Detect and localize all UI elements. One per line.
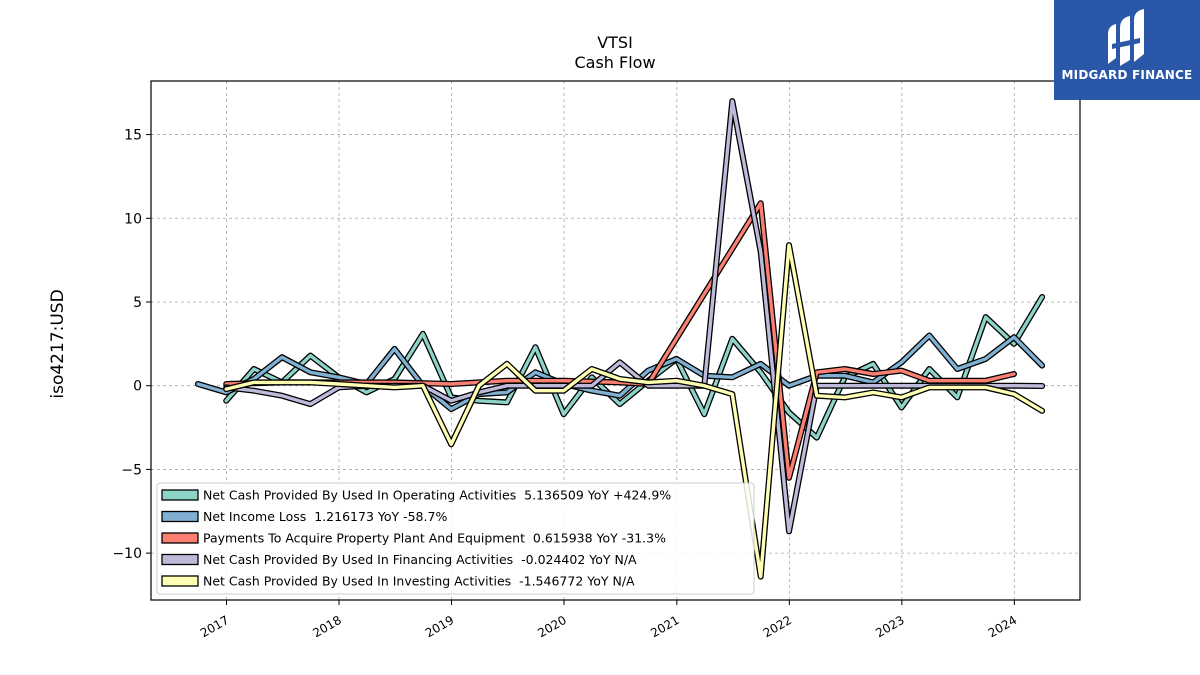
legend-swatch <box>161 532 199 544</box>
legend: Net Cash Provided By Used In Operating A… <box>156 482 755 595</box>
chart-subtitle: Cash Flow <box>574 53 655 72</box>
y-tick-label: −5 <box>121 462 142 478</box>
legend-label: Net Cash Provided By Used In Investing A… <box>203 574 635 589</box>
series-line <box>224 295 1044 440</box>
x-tick-label: 2022 <box>761 613 794 640</box>
series-line <box>224 243 1044 579</box>
x-tick-label: 2024 <box>986 613 1019 640</box>
series-line <box>224 201 1016 480</box>
x-tick-label: 2023 <box>873 613 906 640</box>
chart-title: VTSI <box>597 33 633 52</box>
y-axis-label: iso4217:USD <box>48 289 68 398</box>
x-tick-label: 2017 <box>198 613 231 640</box>
legend-swatch <box>161 510 199 523</box>
y-tick-label: 10 <box>124 211 142 227</box>
x-tick-label: 2021 <box>648 613 681 640</box>
y-tick-label: 15 <box>124 128 142 144</box>
logo-mark-icon <box>1108 9 1144 66</box>
series-line-outline <box>223 98 1046 535</box>
series-0 <box>223 294 1046 441</box>
series-line-outline <box>223 294 1046 441</box>
series-line-outline <box>223 200 1017 481</box>
legend-label: Net Cash Provided By Used In Financing A… <box>203 552 637 567</box>
brand-logo: MIDGARD FINANCE <box>1054 0 1200 100</box>
series-line <box>196 333 1044 411</box>
series-line <box>224 99 1044 534</box>
plot-frame <box>150 80 1081 601</box>
x-tick-label: 2018 <box>310 613 343 640</box>
x-tick-label: 2019 <box>423 613 456 640</box>
series-lines <box>194 98 1046 580</box>
y-axis: −10 −5 0 5 10 15 <box>112 128 151 562</box>
x-axis: 2017 2018 2019 2020 2021 2022 2023 2024 <box>198 600 1019 640</box>
series-3 <box>223 98 1046 535</box>
series-1 <box>194 332 1046 413</box>
y-tick-label: 0 <box>133 379 142 395</box>
series-2 <box>223 200 1017 481</box>
legend-swatch <box>161 489 199 501</box>
legend-swatch <box>161 575 199 587</box>
legend-label: Payments To Acquire Property Plant And E… <box>203 531 666 546</box>
legend-label: Net Income Loss 1.216173 YoY -58.7% <box>203 509 447 524</box>
series-4 <box>223 242 1046 580</box>
brand-name: MIDGARD FINANCE <box>1061 68 1193 82</box>
y-tick-label: −10 <box>112 546 142 562</box>
legend-box <box>156 482 755 595</box>
y-tick-label: 5 <box>133 295 142 311</box>
legend-swatch <box>161 553 199 566</box>
legend-label: Net Cash Provided By Used In Operating A… <box>203 488 671 503</box>
x-tick-label: 2020 <box>535 613 568 640</box>
